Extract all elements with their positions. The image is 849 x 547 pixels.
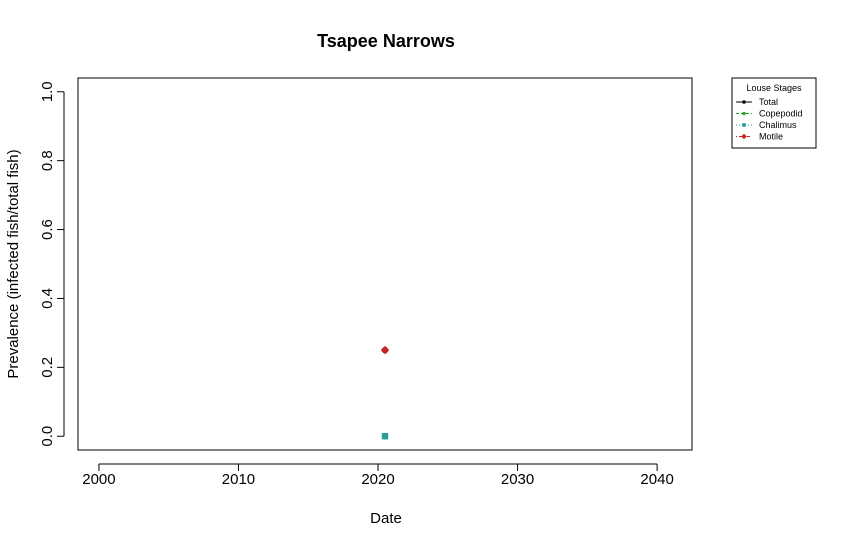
x-tick-label: 2000 [82, 471, 115, 488]
y-tick-label: 0.2 [39, 357, 56, 378]
legend-label-total: Total [759, 97, 778, 107]
legend-label-motile: Motile [759, 132, 783, 142]
y-axis: 0.0 0.2 0.4 0.6 0.8 1.0 [39, 81, 65, 447]
legend-label-chalimus: Chalimus [759, 120, 797, 130]
legend-title: Louse Stages [746, 83, 802, 93]
x-tick-label: 2020 [361, 471, 394, 488]
legend-marker-total [742, 100, 746, 104]
y-tick-label: 0.8 [39, 150, 56, 171]
y-tick-label: 0.6 [39, 219, 56, 240]
legend-marker-copepodid [742, 111, 746, 116]
x-tick-label: 2030 [501, 471, 534, 488]
chart-title: Tsapee Narrows [317, 31, 455, 51]
y-axis-label: Prevalence (infected fish/total fish) [5, 149, 22, 378]
legend-marker-motile [741, 133, 747, 140]
x-tick-label: 2040 [640, 471, 673, 488]
legend-label-copepodid: Copepodid [759, 109, 803, 119]
y-tick-label: 0.4 [39, 288, 56, 309]
y-tick-label: 1.0 [39, 81, 56, 102]
plot-frame [77, 77, 693, 451]
point-motile [380, 345, 390, 355]
x-tick-label: 2010 [222, 471, 255, 488]
legend-marker-chalimus [742, 123, 746, 127]
point-chalimus [381, 433, 389, 440]
x-axis-label: Date [370, 510, 402, 527]
y-tick-label: 0.0 [39, 426, 56, 447]
x-axis: 2000 2010 2020 2030 2040 [82, 463, 674, 488]
data-marks [380, 345, 390, 440]
